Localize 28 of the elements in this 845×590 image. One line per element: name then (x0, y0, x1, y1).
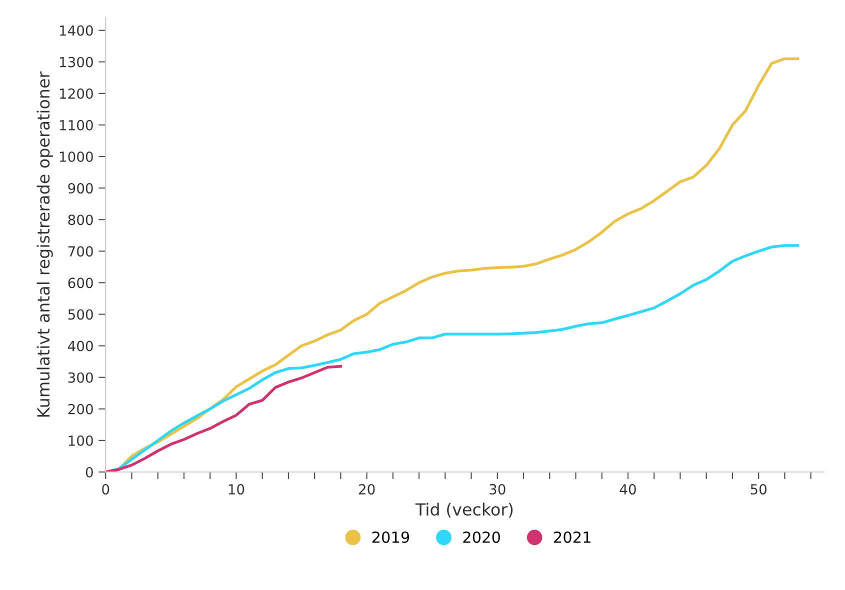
line-series (106, 244, 800, 472)
x-tick-label: 30 (490, 484, 506, 495)
y-tick-label: 1000 (60, 151, 93, 162)
y-axis-title: Kumulativt antal registrerade operationer (36, 71, 53, 417)
y-tick-label: 700 (68, 246, 93, 257)
y-tick-label: 100 (68, 435, 93, 446)
y-tick-label: 1400 (60, 25, 93, 36)
y-tick-label: 0 (86, 466, 93, 478)
y-tick-label: 1200 (60, 88, 93, 99)
y-tick-label: 1100 (60, 120, 93, 130)
line-series (106, 364, 342, 472)
legend-label: 2021 (554, 531, 590, 544)
y-tick-label: 1300 (60, 56, 93, 68)
legend-label: 2019 (372, 531, 410, 544)
y-tick-label: 600 (68, 278, 93, 288)
x-tick-label: 50 (750, 484, 766, 495)
x-axis-title: Tid (veckor) (415, 502, 513, 518)
y-tick-label: 800 (68, 214, 93, 226)
y-tick-label: 400 (68, 340, 93, 352)
y-tick-label: 500 (68, 309, 93, 320)
x-tick-label: 20 (358, 484, 375, 495)
y-tick-label: 900 (68, 183, 93, 194)
legend-label: 2020 (463, 531, 500, 544)
x-tick-label: 0 (102, 484, 110, 495)
x-tick-label: 40 (620, 484, 636, 495)
x-tick-label: 10 (228, 484, 244, 495)
y-tick-label: 300 (68, 372, 93, 383)
y-tick-label: 200 (68, 404, 93, 414)
